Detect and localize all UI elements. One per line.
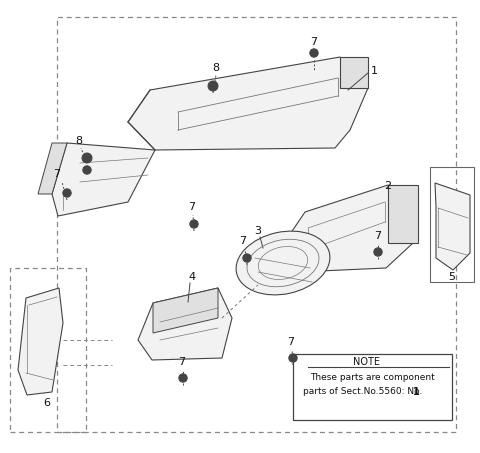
Text: 7: 7 [311,37,318,47]
Circle shape [208,81,218,91]
Text: 7: 7 [240,236,247,246]
Text: 7: 7 [179,357,186,367]
Circle shape [179,374,187,382]
Circle shape [83,166,91,174]
Bar [293,354,452,420]
Text: These parts are component: These parts are component [310,374,434,382]
Bar [10,268,86,432]
Text: 6: 6 [44,398,50,408]
Text: 5: 5 [448,272,456,282]
Polygon shape [340,57,368,88]
Circle shape [289,354,297,362]
Text: parts of Sect.No.5560: No.: parts of Sect.No.5560: No. [303,387,425,396]
Bar [57,17,456,432]
Text: 3: 3 [254,226,262,236]
Text: 7: 7 [288,337,295,347]
Polygon shape [153,288,218,333]
Polygon shape [388,185,418,243]
Text: 4: 4 [189,272,195,282]
Circle shape [190,220,198,228]
Circle shape [63,189,71,197]
Circle shape [310,49,318,57]
Text: 8: 8 [213,63,219,73]
Bar [430,167,474,282]
Text: NOTE: NOTE [353,357,381,367]
Text: 7: 7 [189,202,195,212]
Polygon shape [435,183,470,270]
Polygon shape [18,288,63,395]
Circle shape [243,254,251,262]
Polygon shape [128,57,368,150]
Polygon shape [138,288,232,360]
Polygon shape [38,143,67,194]
Text: 8: 8 [75,136,83,146]
Text: 2: 2 [384,181,392,191]
Circle shape [374,248,382,256]
Circle shape [82,153,92,163]
Text: 1: 1 [413,387,420,397]
Polygon shape [278,185,418,272]
Text: 7: 7 [374,231,382,241]
Polygon shape [52,143,155,216]
Text: 7: 7 [53,169,60,179]
Text: 1: 1 [371,66,377,76]
Ellipse shape [236,231,330,295]
